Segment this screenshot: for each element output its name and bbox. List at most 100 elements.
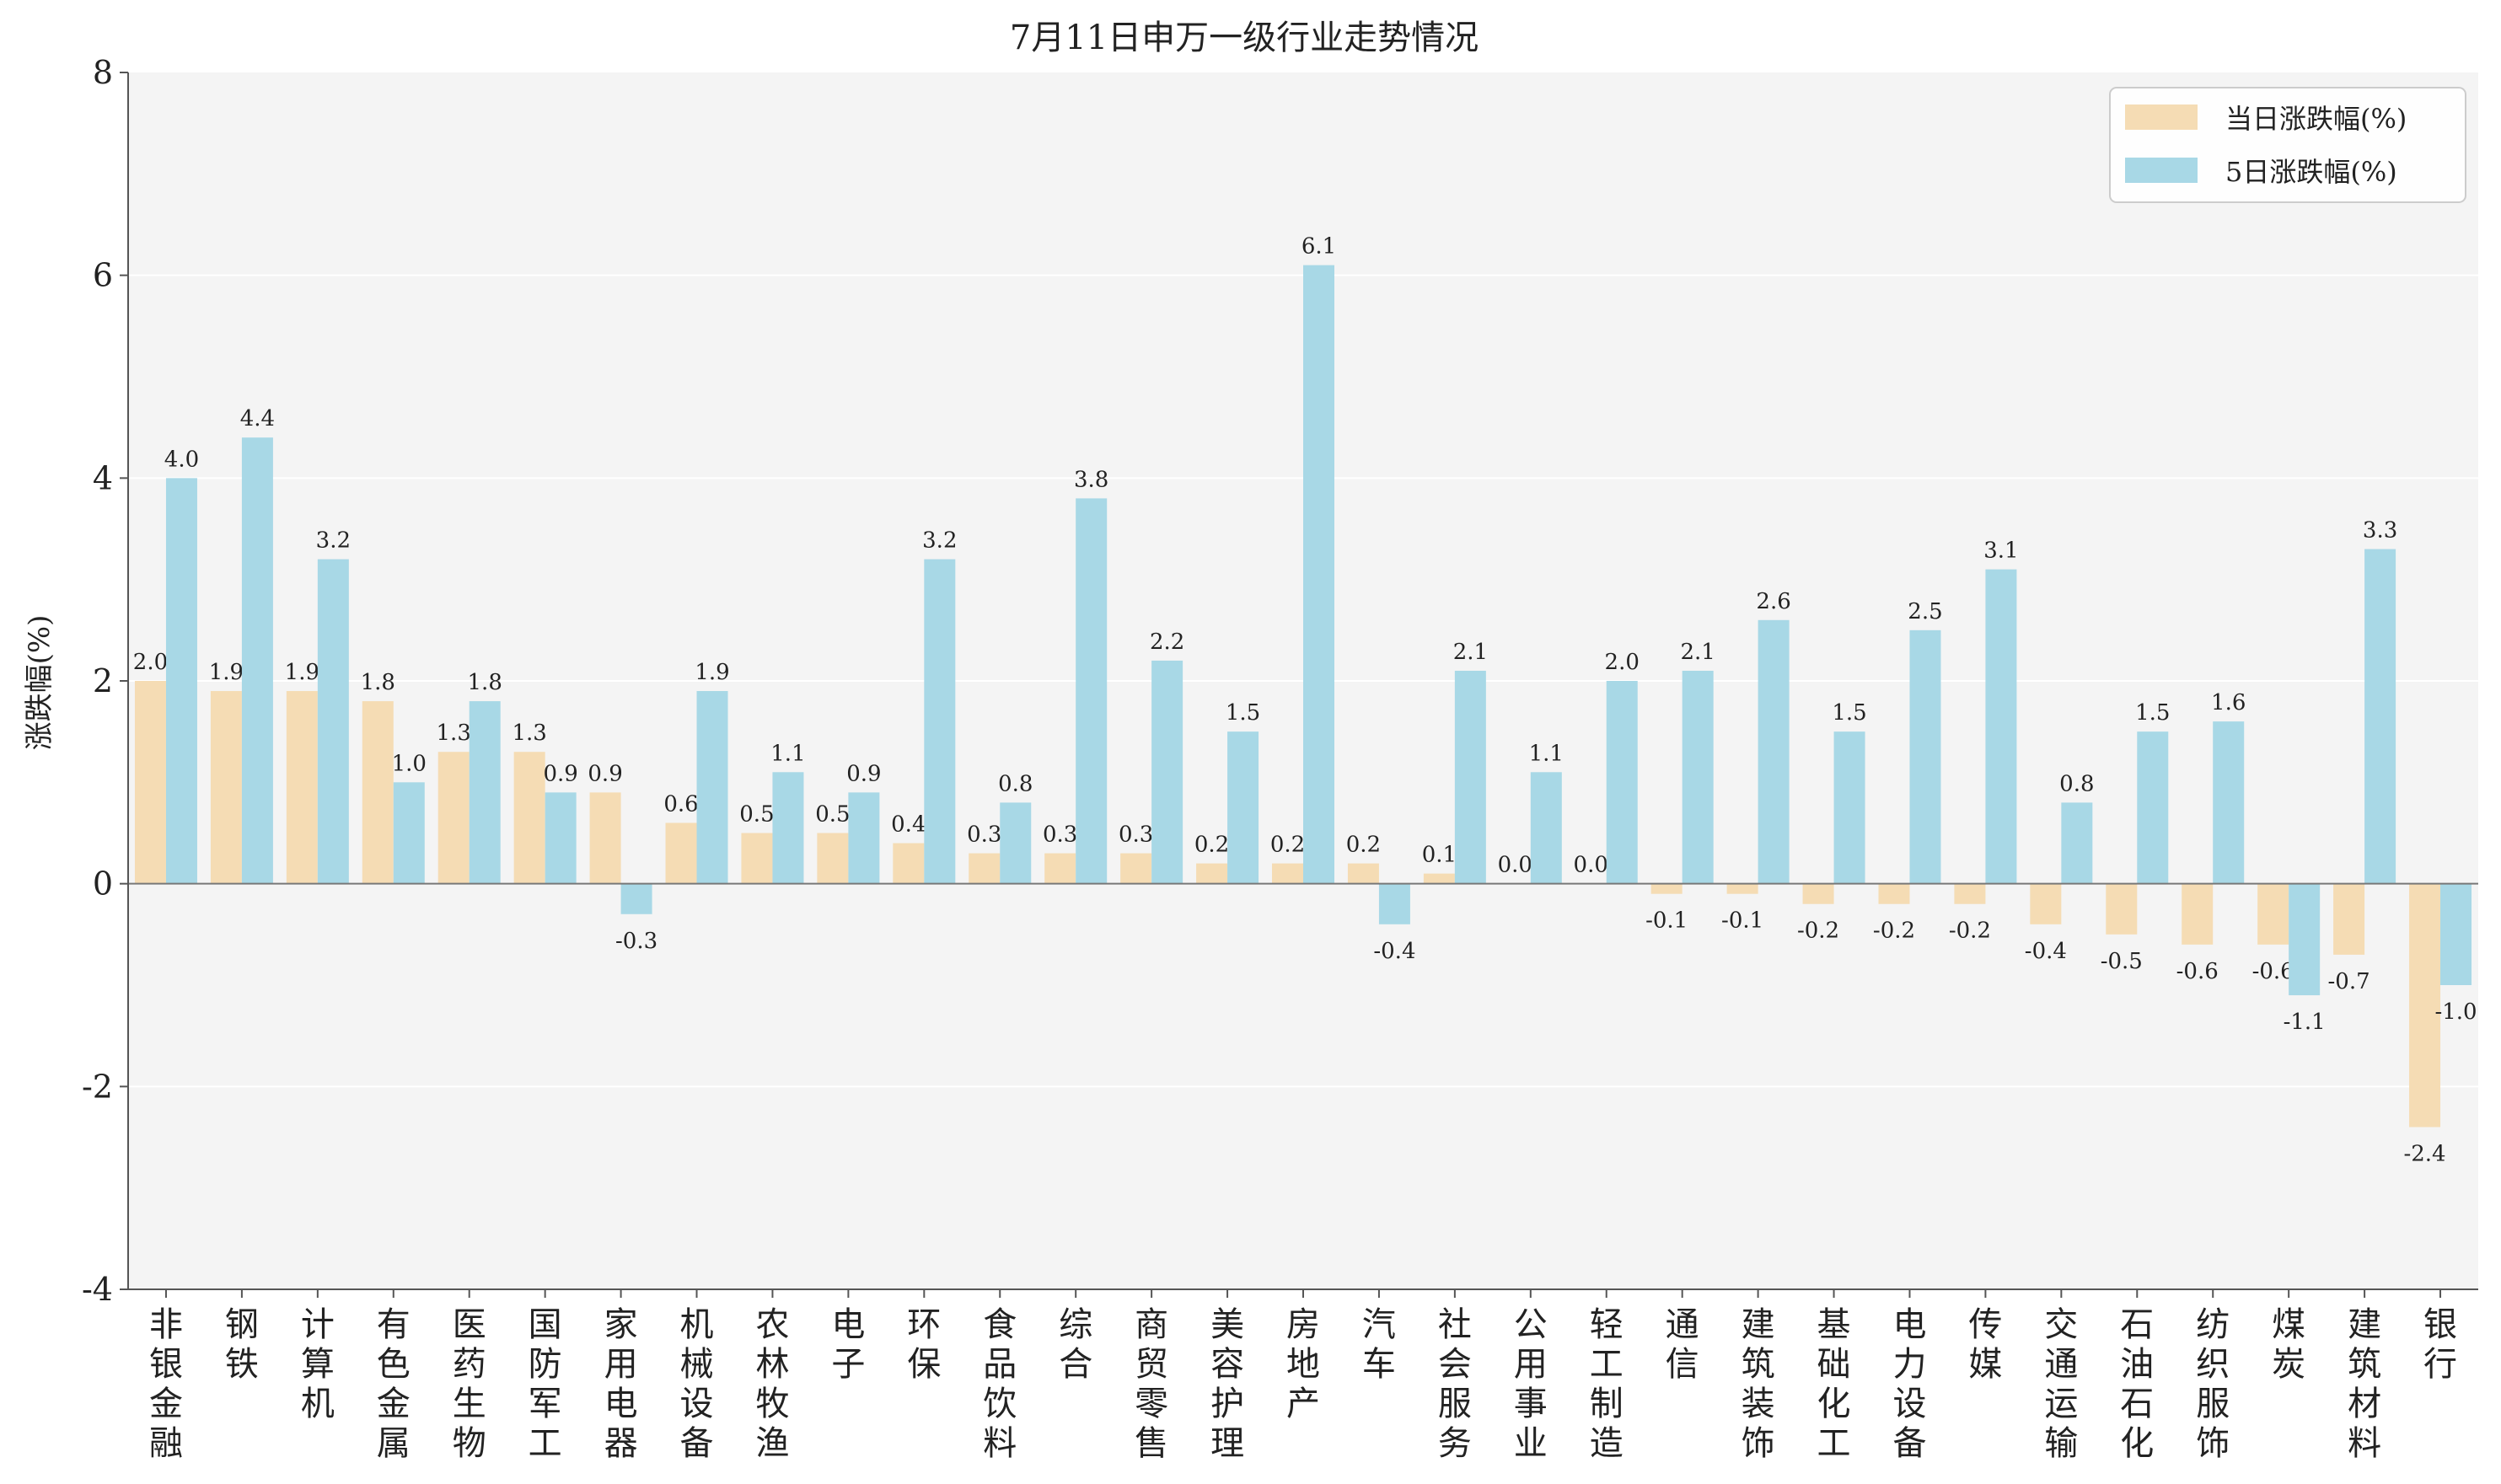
x-tick-label-21-char-2: 装 — [1742, 1385, 1775, 1423]
x-tick-label-28-char-0: 煤 — [2272, 1305, 2305, 1344]
y-tick-label: 0 — [93, 865, 113, 903]
x-tick-label-11-char-3: 料 — [983, 1424, 1017, 1463]
x-tick-label-19-char-1: 工 — [1590, 1345, 1624, 1384]
x-tick-label-21-char-1: 筑 — [1742, 1345, 1775, 1384]
x-tick-label-18-char-2: 事 — [1514, 1385, 1548, 1423]
data-label-daily-15: 0.2 — [1270, 833, 1305, 858]
data-label-5day-18: 1.1 — [1529, 741, 1564, 766]
bar-daily-0 — [134, 681, 166, 884]
data-label-5day-15: 6.1 — [1301, 234, 1336, 260]
x-tick-label-4-char-1: 药 — [453, 1345, 486, 1384]
x-tick-label-11-char-1: 品 — [983, 1345, 1017, 1384]
x-tick-label-14-char-2: 护 — [1210, 1385, 1244, 1423]
bar-daily-21 — [1726, 883, 1758, 894]
x-tick-label-15-char-1: 地 — [1286, 1345, 1320, 1384]
x-tick-label-4-char-3: 物 — [453, 1424, 486, 1463]
bar-5day-8 — [772, 772, 804, 884]
x-tick-label-17-char-1: 会 — [1438, 1345, 1472, 1384]
x-tick-label-15-char-0: 房 — [1286, 1305, 1320, 1344]
x-tick-label-9-char-1: 子 — [831, 1345, 865, 1384]
x-tick-label-1-char-1: 铁 — [225, 1345, 259, 1384]
data-label-5day-29: 3.3 — [2363, 518, 2397, 544]
bar-daily-5 — [513, 752, 545, 884]
bar-daily-26 — [2106, 883, 2138, 935]
data-label-5day-21: 2.6 — [1756, 589, 1790, 614]
plot-area: -4-2024682.04.0非银金融1.94.4钢铁1.93.2计算机1.81… — [82, 54, 2478, 1463]
data-label-daily-30: -2.4 — [2403, 1141, 2445, 1166]
x-tick-label-5-char-1: 防 — [529, 1345, 562, 1384]
x-tick-label-6-char-1: 用 — [604, 1345, 638, 1384]
x-tick-label-26-char-3: 化 — [2120, 1424, 2154, 1463]
x-tick-label-8-char-3: 渔 — [755, 1424, 789, 1463]
bar-5day-26 — [2137, 731, 2169, 884]
bar-5day-18 — [1530, 772, 1562, 884]
bar-5day-6 — [620, 883, 652, 914]
data-label-daily-22: -0.2 — [1797, 919, 1839, 944]
bar-daily-8 — [741, 833, 773, 884]
bar-5day-4 — [469, 701, 501, 884]
bar-daily-4 — [437, 752, 470, 884]
x-tick-label-29-char-3: 料 — [2348, 1424, 2381, 1463]
x-tick-label-22-char-3: 工 — [1817, 1424, 1851, 1463]
x-tick-label-17-char-2: 服 — [1438, 1385, 1472, 1423]
data-label-5day-13: 2.2 — [1150, 629, 1184, 655]
x-tick-label-27-char-0: 纺 — [2196, 1305, 2230, 1344]
bar-5day-23 — [1909, 629, 1941, 884]
x-tick-label-23-char-2: 设 — [1892, 1385, 1926, 1423]
x-tick-label-14-char-3: 理 — [1210, 1424, 1244, 1463]
x-tick-label-14-char-0: 美 — [1210, 1305, 1244, 1344]
data-label-daily-5: 1.3 — [512, 721, 546, 746]
x-tick-label-25-char-2: 运 — [2044, 1385, 2078, 1423]
x-tick-label-5-char-3: 工 — [529, 1424, 562, 1463]
x-tick-label-13-char-0: 商 — [1135, 1305, 1168, 1344]
data-label-5day-8: 1.1 — [770, 741, 805, 766]
data-label-5day-1: 4.4 — [240, 406, 275, 431]
bar-5day-10 — [924, 559, 956, 884]
data-label-5day-9: 0.9 — [846, 761, 881, 786]
x-tick-label-1-char-0: 钢 — [225, 1305, 259, 1344]
x-tick-label-27-char-2: 服 — [2196, 1385, 2230, 1423]
x-tick-label-3-char-0: 有 — [377, 1305, 411, 1344]
data-label-daily-18: 0.0 — [1498, 853, 1532, 878]
bar-daily-2 — [286, 691, 318, 884]
x-tick-label-14-char-1: 容 — [1210, 1345, 1244, 1384]
y-axis-label: 涨跌幅(%) — [23, 615, 56, 751]
data-label-5day-17: 2.1 — [1453, 640, 1488, 665]
x-tick-label-13-char-3: 售 — [1135, 1424, 1168, 1463]
bar-daily-9 — [817, 833, 849, 884]
data-label-daily-27: -0.6 — [2176, 959, 2219, 984]
x-tick-label-4-char-0: 医 — [453, 1305, 486, 1344]
x-tick-label-3-char-1: 色 — [377, 1345, 411, 1384]
bar-daily-11 — [969, 853, 1001, 884]
x-tick-label-18-char-1: 用 — [1514, 1345, 1548, 1384]
data-label-daily-26: -0.5 — [2101, 949, 2143, 974]
data-label-daily-3: 1.8 — [361, 670, 395, 695]
x-tick-label-13-char-2: 零 — [1135, 1385, 1168, 1423]
x-tick-label-23-char-1: 力 — [1892, 1345, 1926, 1384]
x-tick-label-29-char-2: 材 — [2348, 1385, 2381, 1423]
y-tick-label: -2 — [82, 1068, 113, 1105]
bar-daily-27 — [2182, 883, 2214, 945]
data-label-daily-9: 0.5 — [815, 802, 850, 828]
data-label-5day-14: 1.5 — [1226, 700, 1260, 726]
bar-daily-6 — [589, 792, 621, 884]
data-label-5day-4: 1.8 — [468, 670, 502, 695]
data-label-5day-0: 4.0 — [164, 447, 199, 472]
legend-label-5day: 5日涨跌幅(%) — [2225, 156, 2397, 188]
bar-5day-20 — [1682, 670, 1714, 884]
x-tick-label-22-char-1: 础 — [1817, 1345, 1851, 1384]
legend-swatch-5day — [2125, 158, 2198, 183]
x-tick-label-2-char-2: 机 — [301, 1385, 335, 1423]
x-tick-label-16-char-0: 汽 — [1362, 1305, 1396, 1344]
data-label-5day-24: 3.1 — [1983, 538, 2018, 564]
x-tick-label-24-char-0: 传 — [1968, 1305, 2002, 1344]
data-label-5day-12: 3.8 — [1074, 467, 1108, 492]
bar-5day-28 — [2289, 883, 2321, 996]
y-tick-label: 2 — [93, 662, 113, 699]
data-label-5day-6: -0.3 — [615, 929, 657, 954]
x-tick-label-23-char-0: 电 — [1892, 1305, 1926, 1344]
x-tick-label-19-char-0: 轻 — [1590, 1305, 1624, 1344]
bar-5day-2 — [317, 559, 349, 884]
x-tick-label-26-char-2: 石 — [2120, 1385, 2154, 1423]
